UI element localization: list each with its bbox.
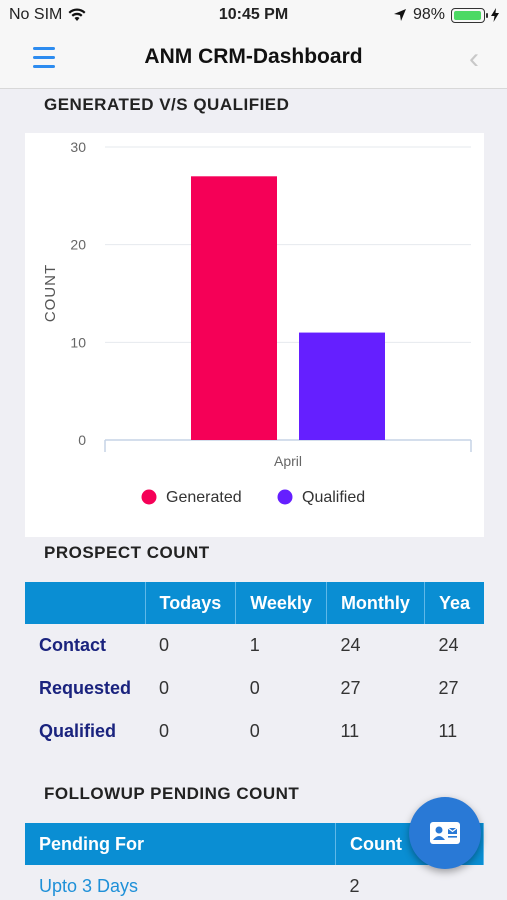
chart-section-title: GENERATED V/S QUALIFIED (44, 95, 290, 114)
cell-todays: 0 (159, 678, 170, 698)
y-tick-label: 30 (70, 139, 86, 155)
header-weekly: Weekly (235, 582, 327, 624)
table-row[interactable]: Upto 3 Days 2 (25, 865, 484, 900)
status-left: No SIM (9, 6, 86, 24)
table-row: Qualified 0 0 11 11 (25, 710, 484, 752)
header-blank (25, 582, 146, 624)
location-arrow-icon (393, 9, 406, 21)
row-label: Requested (39, 678, 132, 698)
cell-yearly: 24 (438, 635, 459, 655)
header-todays: Todays (145, 582, 237, 624)
page-title: ANM CRM-Dashboard (144, 45, 363, 68)
table-row: Requested 0 0 27 27 (25, 667, 484, 710)
pending-count: 2 (349, 876, 360, 896)
prospect-header-row: Todays Weekly Monthly Yea (25, 582, 484, 624)
cell-yearly: 11 (438, 721, 458, 741)
cell-todays: 0 (159, 721, 170, 741)
cell-weekly: 0 (249, 721, 260, 741)
legend-label: Qualified (302, 489, 365, 506)
bar-chart: 0 10 20 30 COUNT April Generated Qualified (42, 139, 472, 506)
cell-weekly: 0 (249, 678, 260, 698)
row-label: Qualified (39, 721, 117, 741)
cell-monthly: 11 (340, 721, 360, 741)
table-row: Contact 0 1 24 24 (25, 624, 484, 667)
cell-monthly: 27 (340, 678, 361, 698)
cell-monthly: 24 (340, 635, 361, 655)
row-label: Contact (39, 635, 106, 655)
prospect-section-title: PROSPECT COUNT (44, 543, 210, 562)
bar-generated (191, 176, 277, 441)
bar-chart-card: 0 10 20 30 COUNT April Generated Qualified (25, 133, 484, 537)
y-tick-label: 20 (70, 237, 86, 253)
prospect-table: Todays Weekly Monthly Yea Contact 0 1 24… (25, 582, 484, 752)
carrier-label: No SIM (9, 6, 63, 23)
legend-marker (277, 489, 293, 505)
hamburger-menu-icon[interactable] (33, 47, 55, 69)
x-tick-label: April (274, 453, 302, 469)
status-right: 98% (393, 6, 499, 24)
status-time: 10:45 PM (218, 6, 289, 23)
header-pending-for: Pending For (25, 823, 336, 865)
wifi-icon (68, 8, 86, 21)
nav-bar: ANM CRM-Dashboard ‹ (0, 30, 507, 89)
battery-percent: 98% (412, 6, 445, 23)
charging-bolt-icon (491, 8, 499, 22)
cell-yearly: 27 (438, 678, 459, 698)
contact-card-icon (430, 822, 460, 844)
cell-todays: 0 (159, 635, 170, 655)
header-yearly: Yea (424, 582, 484, 624)
pending-for-link[interactable]: Upto 3 Days (39, 876, 139, 896)
followup-section-title: FOLLOWUP PENDING COUNT (44, 784, 300, 803)
y-axis-label: COUNT (42, 264, 59, 322)
back-chevron-icon[interactable]: ‹ (469, 42, 479, 75)
y-tick-label: 0 (78, 432, 86, 448)
y-tick-label: 10 (70, 334, 86, 350)
status-bar: No SIM 10:45 PM 98% (0, 0, 507, 30)
cell-weekly: 1 (249, 635, 260, 655)
legend-label: Generated (166, 489, 242, 506)
legend-marker (141, 489, 157, 505)
bar-qualified (299, 332, 385, 440)
contact-card-fab[interactable] (409, 797, 481, 869)
header-monthly: Monthly (326, 582, 425, 624)
battery-icon (451, 7, 488, 23)
